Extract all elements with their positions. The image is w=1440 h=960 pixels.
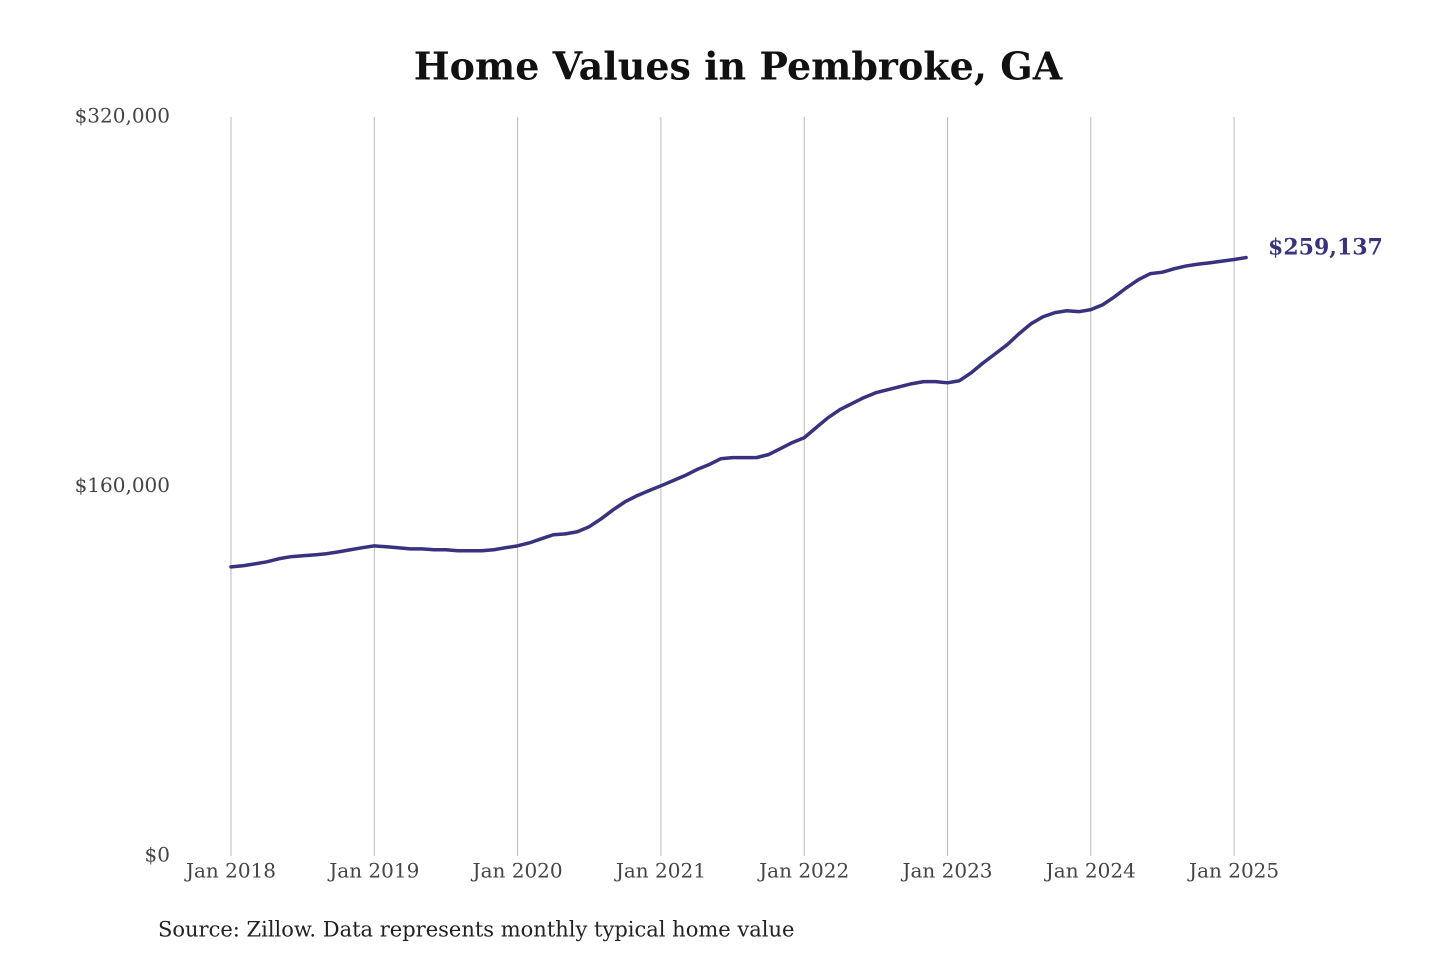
x-tick-label: Jan 2023 xyxy=(900,859,992,883)
source-note: Source: Zillow. Data represents monthly … xyxy=(158,918,794,942)
x-tick-label: Jan 2022 xyxy=(757,859,849,883)
x-tick-label: Jan 2019 xyxy=(327,859,419,883)
y-tick-label: $320,000 xyxy=(75,104,170,128)
x-tick-label: Jan 2018 xyxy=(184,859,276,883)
series-line xyxy=(229,255,1248,569)
x-tick-label: Jan 2025 xyxy=(1187,859,1279,883)
y-tick-label: $160,000 xyxy=(75,473,170,497)
x-tick-label: Jan 2020 xyxy=(471,859,563,883)
x-tick-label: Jan 2024 xyxy=(1044,859,1136,883)
x-tick-label: Jan 2021 xyxy=(614,859,706,883)
end-label: $259,137 xyxy=(1268,235,1383,261)
y-tick-label: $0 xyxy=(145,843,170,867)
chart-title: Home Values in Pembroke, GA xyxy=(414,44,1063,89)
